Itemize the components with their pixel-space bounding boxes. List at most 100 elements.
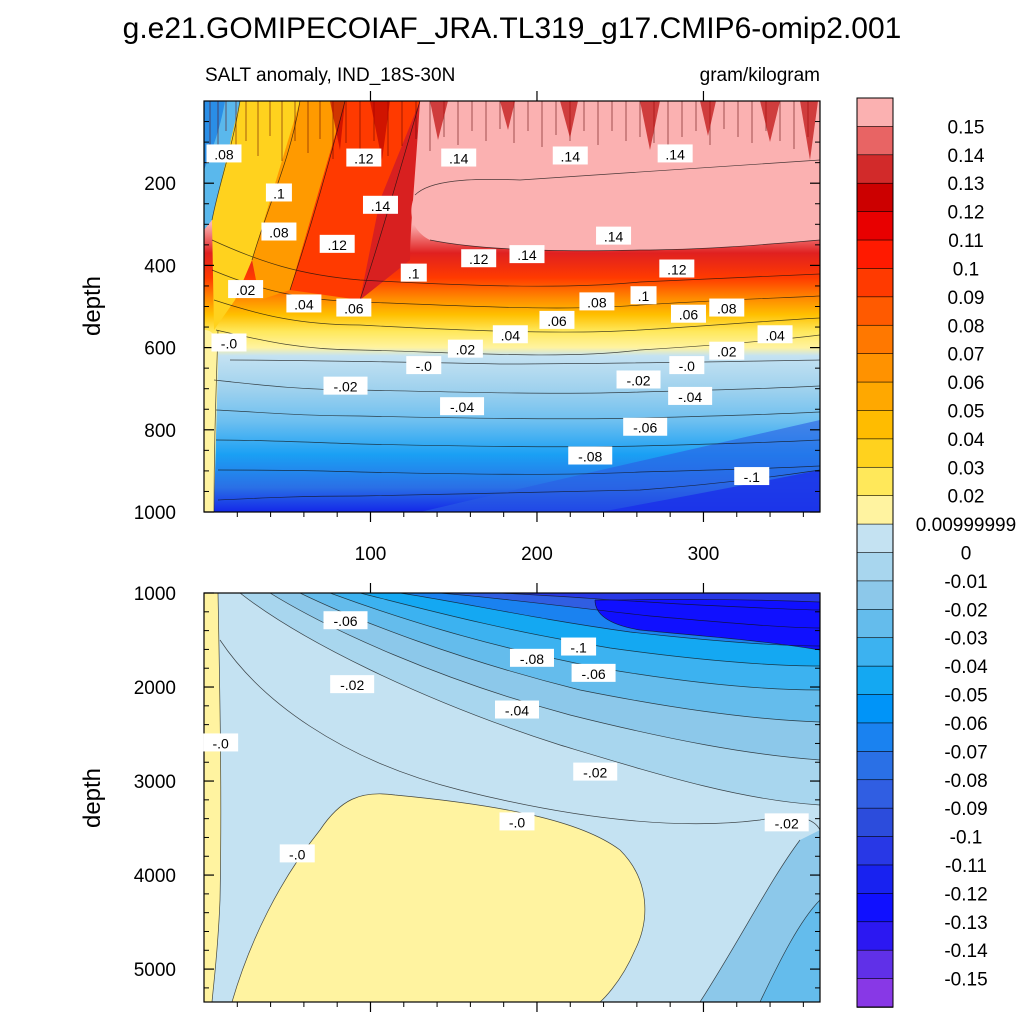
contour-label-bg bbox=[757, 325, 793, 344]
contour-label: .04 bbox=[757, 325, 793, 344]
contour-label: .02 bbox=[447, 339, 483, 358]
contour-label: -.0 bbox=[499, 812, 535, 831]
contour-label-bg bbox=[336, 298, 372, 317]
upper-y-tick-label: 400 bbox=[144, 256, 176, 277]
contour-label-text: .06 bbox=[679, 307, 699, 323]
contour-label: .08 bbox=[579, 292, 615, 311]
contour-label-text: -.0 bbox=[679, 358, 696, 374]
colorbar-swatch bbox=[856, 182, 894, 213]
contour-label-bg bbox=[323, 376, 368, 395]
contour-label: .02 bbox=[709, 341, 745, 360]
contour-label-bg bbox=[362, 195, 398, 214]
contour-label: .02 bbox=[228, 280, 264, 299]
contour-label-text: .12 bbox=[354, 151, 374, 167]
contour-label-text: .12 bbox=[469, 251, 489, 267]
colorbar-swatch bbox=[856, 126, 894, 156]
colorbar-label: 0.06 bbox=[948, 373, 985, 394]
colorbar-swatch bbox=[856, 381, 894, 412]
contour-label-text: .14 bbox=[665, 146, 685, 162]
contour-label-bg bbox=[286, 294, 322, 313]
contour-label-bg bbox=[211, 333, 247, 352]
colorbar-label: 0 bbox=[961, 544, 972, 565]
colorbar-label: 0.00999999 bbox=[916, 515, 1016, 536]
lower-y-tick-label: 4000 bbox=[134, 866, 176, 887]
contour-labels: .08.1.08.12.14.14.14.14.12.1.12.14.14.12… bbox=[203, 144, 809, 863]
colorbar-frame bbox=[856, 97, 894, 1008]
contour-label-bg bbox=[670, 304, 706, 323]
contour-label-bg bbox=[709, 298, 745, 317]
contour-label-bg bbox=[447, 339, 483, 358]
contour-label-text: .1 bbox=[273, 185, 285, 201]
colorbar-label: -0.15 bbox=[944, 970, 987, 991]
colorbar-swatch bbox=[856, 410, 894, 440]
contour-label-text: -.04 bbox=[505, 703, 529, 719]
contour-label-text: .1 bbox=[638, 288, 650, 304]
contour-label-text: .08 bbox=[269, 225, 289, 241]
colorbar-label: 0.09 bbox=[948, 288, 985, 309]
contour-label-text: -.1 bbox=[570, 640, 587, 656]
contour-label-text: .04 bbox=[765, 327, 785, 343]
contour-label: .12 bbox=[319, 234, 355, 253]
colorbar-label: 0.04 bbox=[948, 430, 985, 451]
contour-label-bg bbox=[494, 700, 539, 719]
contour-label-bg bbox=[764, 813, 809, 832]
colorbar-swatch bbox=[856, 694, 894, 724]
contour-label-text: .02 bbox=[717, 344, 737, 360]
subtitle-left: SALT anomaly, IND_18S-30N bbox=[205, 65, 455, 86]
contour-label-text: -.02 bbox=[626, 372, 650, 388]
colorbar-label: -0.11 bbox=[945, 856, 987, 877]
contour-label-bg bbox=[571, 663, 616, 682]
upper-x-tick-label: 200 bbox=[521, 544, 553, 565]
contour-label-text: -.0 bbox=[212, 735, 229, 751]
contour-label: .04 bbox=[286, 294, 322, 313]
contour-label: .14 bbox=[509, 245, 545, 264]
contour-label-text: .12 bbox=[667, 262, 687, 278]
contour-label: -.0 bbox=[211, 333, 247, 352]
colorbar-swatch bbox=[856, 864, 894, 895]
contour-label-text: -.1 bbox=[744, 469, 761, 485]
contour-label-bg bbox=[509, 245, 545, 264]
upper-x-tick-label: 300 bbox=[688, 544, 720, 565]
contour-label: .1 bbox=[400, 263, 427, 282]
contour-label-bg bbox=[552, 146, 588, 165]
contour-label-bg bbox=[659, 259, 695, 278]
contour-label-text: -.0 bbox=[509, 814, 526, 830]
contour-label-bg bbox=[499, 812, 535, 831]
colorbar-label: -0.07 bbox=[944, 742, 987, 763]
colorbar-swatch bbox=[856, 893, 894, 923]
contour-label-bg bbox=[668, 386, 713, 405]
contour-label: .1 bbox=[265, 183, 292, 202]
lower-contour-field bbox=[204, 593, 820, 1002]
contour-label-bg bbox=[400, 263, 427, 282]
colorbar-label: -0.14 bbox=[944, 941, 988, 962]
colorbar-label: 0.12 bbox=[948, 203, 985, 224]
colorbar-label: -0.05 bbox=[944, 686, 987, 707]
contour-label-bg bbox=[539, 310, 575, 329]
axes-layer: 200 400 600 800 1000 100 200 300 1000 2000 3000 400… bbox=[134, 91, 820, 1012]
contour-label-bg bbox=[709, 341, 745, 360]
contour-label: -.0 bbox=[279, 844, 315, 863]
contour-label-text: .14 bbox=[604, 229, 624, 245]
contour-label-bg bbox=[669, 356, 705, 375]
contour-label-text: -.06 bbox=[333, 613, 357, 629]
contour-label: -.08 bbox=[509, 648, 554, 667]
colorbar-swatch bbox=[856, 353, 894, 383]
contour-label-text: -.08 bbox=[578, 449, 602, 465]
contour-label: -.08 bbox=[568, 446, 613, 465]
colorbar-label: 0.14 bbox=[948, 146, 985, 167]
upper-y-tick-label: 200 bbox=[144, 174, 176, 195]
contour-label-text: -.02 bbox=[583, 765, 607, 781]
contour-label: -.02 bbox=[330, 675, 375, 694]
contour-label-text: .12 bbox=[327, 237, 347, 253]
contour-label-bg bbox=[623, 417, 668, 436]
contour-label: -.04 bbox=[668, 386, 713, 405]
contour-label: -.06 bbox=[623, 417, 668, 436]
colorbar-label: -0.03 bbox=[944, 629, 987, 650]
contour-label-text: -.04 bbox=[678, 389, 702, 405]
contour-label-text: .04 bbox=[294, 296, 314, 312]
colorbar-label: -0.04 bbox=[944, 657, 988, 678]
contour-label-text: .14 bbox=[561, 148, 581, 164]
contour-label: .08 bbox=[709, 298, 745, 317]
upper-y-tick-label: 1000 bbox=[134, 503, 176, 524]
